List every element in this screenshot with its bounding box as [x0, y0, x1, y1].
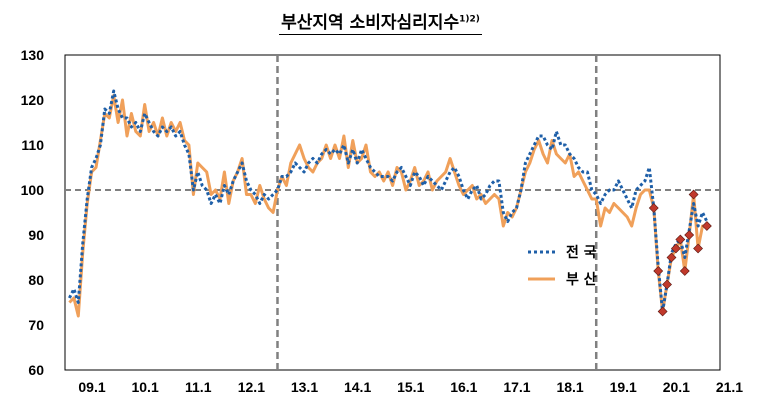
highlight-diamond-marker: [679, 266, 690, 276]
y-tick-label: 120: [21, 92, 45, 108]
highlight-diamond-marker: [675, 234, 686, 245]
x-tick-label: 15.1: [397, 379, 424, 395]
y-tick-label: 90: [28, 227, 44, 243]
highlight-diamond-marker: [670, 243, 681, 254]
x-tick-label: 17.1: [503, 379, 530, 395]
x-tick-label: 14.1: [344, 379, 371, 395]
highlight-diamond-marker: [648, 203, 659, 213]
series-lines: [68, 89, 709, 318]
chart-title: 부산지역 소비자심리지수1)2): [279, 13, 482, 35]
y-tick-label: 100: [21, 182, 45, 198]
chart-title-footnote: 1)2): [459, 14, 480, 25]
x-tick-label: 13.1: [291, 379, 318, 395]
y-tick-label: 110: [21, 137, 44, 153]
highlight-diamond-marker: [657, 306, 668, 317]
legend-label-busan: 부 산: [566, 271, 597, 288]
x-tick-label: 20.1: [663, 379, 690, 395]
legend: 전 국 부 산: [528, 244, 597, 288]
x-tick-label: 11.1: [185, 379, 212, 395]
x-axis-ticks: 09.1 10.1 11.1 12.1 13.1 14.1 15.1 16.1 17.1 18.1…: [78, 379, 743, 395]
y-tick-label: 70: [28, 317, 44, 333]
legend-label-national: 전 국: [566, 244, 597, 261]
x-tick-label: 12.1: [238, 379, 265, 395]
x-tick-label: 18.1: [556, 379, 583, 395]
highlight-diamond-marker: [666, 252, 677, 263]
x-tick-label: 16.1: [450, 379, 477, 395]
plot-area-frame: [64, 54, 721, 371]
highlight-diamond-marker: [688, 189, 699, 200]
y-axis-ticks: 130 120 110 100 90 80 70 60: [21, 47, 45, 378]
y-tick-label: 60: [28, 362, 44, 378]
highlight-diamond-marker: [653, 266, 664, 276]
highlight-diamond-marker: [693, 243, 703, 254]
x-tick-label: 10.1: [131, 379, 158, 395]
highlight-markers: [648, 189, 712, 317]
x-tick-label: 21.1: [716, 379, 743, 395]
highlight-diamond-marker: [684, 230, 695, 240]
reference-lines: [65, 55, 720, 370]
y-tick-label: 130: [21, 47, 45, 63]
highlight-diamond-marker: [662, 279, 672, 290]
x-tick-label: 19.1: [610, 379, 637, 395]
series-line-national: [68, 89, 709, 313]
series-line-busan: [68, 94, 707, 318]
y-tick-label: 80: [28, 272, 44, 288]
x-tick-label: 09.1: [78, 379, 105, 395]
highlight-diamond-marker: [701, 221, 712, 231]
chart-title-wrap: 부산지역 소비자심리지수1)2): [0, 8, 761, 35]
chart-title-text: 부산지역 소비자심리지수: [281, 13, 460, 33]
